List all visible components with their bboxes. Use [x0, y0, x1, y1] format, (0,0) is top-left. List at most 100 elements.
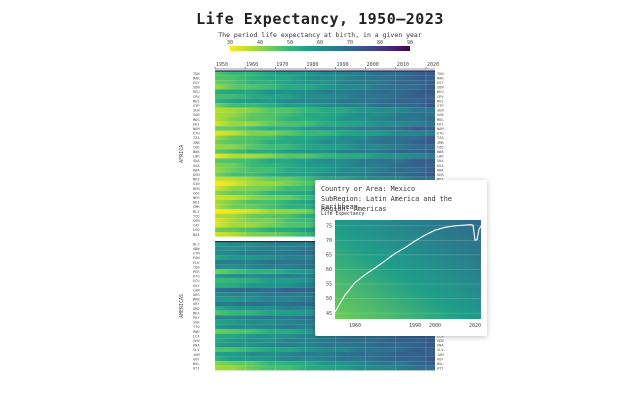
heatmap-row-sen	[215, 107, 435, 113]
row-label-left: SUR	[193, 321, 200, 325]
row-label-left: ABW	[193, 247, 200, 251]
chart-title: Life Expectancy, 1950–2023	[196, 10, 444, 28]
heatmap-row-bwa	[215, 149, 435, 154]
row-label-left: CAN	[193, 288, 200, 292]
row-label-right: REU	[437, 90, 444, 94]
row-label-right: COD	[437, 145, 444, 149]
heatmap-row-jam	[215, 352, 435, 357]
tooltip-region: Region: Americas	[321, 205, 387, 213]
inset-y-tick-50: 50	[326, 296, 332, 302]
row-label-right: TZA	[437, 136, 444, 140]
row-label-left: NAM	[193, 127, 200, 131]
inset-x-tick-1990: 1990	[409, 323, 421, 329]
region-label-americas: AMERICAS	[179, 294, 185, 318]
row-label-left: KEN	[193, 173, 200, 177]
row-label-right: VEN	[437, 339, 444, 343]
row-label-left: MLI	[193, 210, 200, 214]
heatmap-row-lbr	[215, 153, 435, 159]
row-label-right: ETH	[437, 132, 444, 136]
row-label-right: STP	[437, 104, 444, 108]
heatmap-row-uga	[215, 163, 435, 168]
row-label-left: ETH	[193, 132, 200, 136]
tooltip-subregion: SubRegion: Latin America and the Caribbe…	[321, 195, 452, 211]
heatmap-row-tza	[215, 135, 435, 140]
row-label-right: BWA	[437, 150, 444, 154]
legend-tick-40: 40	[257, 40, 263, 46]
row-label-left: LSO	[193, 228, 200, 232]
row-label-left: TUN	[193, 72, 200, 76]
row-label-left: URY	[193, 302, 200, 306]
inset-y-tick-60: 60	[326, 267, 332, 273]
row-label-right: MOZ	[437, 178, 444, 182]
row-label-left: NGA	[193, 233, 200, 237]
heatmap-row-eri	[215, 121, 435, 127]
region-label-africa: AFRICA	[179, 145, 185, 163]
row-label-left: MAR	[193, 76, 200, 80]
row-label-right: MDG	[437, 118, 444, 122]
chart-subtitle: The period life expectancy at birth, in …	[218, 31, 422, 39]
row-label-right: CPV	[437, 95, 444, 99]
row-label-left: CPV	[193, 95, 200, 99]
x-tick-1970: 1970	[276, 62, 288, 68]
row-label-right: GHA	[437, 159, 444, 163]
legend-tick-60: 60	[317, 40, 323, 46]
row-label-right: SLV	[437, 348, 444, 352]
row-label-left: COG	[193, 191, 200, 195]
inset-life-expectancy-line	[334, 224, 482, 313]
row-label-right: GAB	[437, 113, 444, 117]
row-label-left: BRB	[193, 298, 200, 302]
heatmap-row-egy	[215, 80, 435, 85]
legend-tick-50: 50	[287, 40, 293, 46]
inset-y-tick-70: 70	[326, 238, 332, 244]
heatmap-row-tun	[215, 71, 435, 76]
row-label-right: LBR	[437, 155, 444, 159]
x-tick-2020: 2020	[427, 62, 439, 68]
tooltip-card: Country or Area: Mexico SubRegion: Latin…	[315, 180, 487, 336]
row-label-left: PER	[193, 270, 200, 274]
row-label-left: COD	[193, 145, 200, 149]
row-label-left: BLZ	[193, 242, 200, 246]
heatmap-row-nam	[215, 126, 435, 131]
row-label-right: MUS	[437, 99, 444, 103]
heatmap-row-eth	[215, 130, 435, 136]
row-label-left: VEN	[193, 339, 200, 343]
color-legend-bar	[230, 46, 410, 51]
row-label-left: MEX	[193, 311, 200, 315]
inset-y-tick-45: 45	[326, 311, 332, 317]
row-label-left: MDG	[193, 118, 200, 122]
row-label-left: UGA	[193, 164, 200, 168]
row-label-left: LCA	[193, 334, 200, 338]
row-label-left: MUS	[193, 99, 200, 103]
row-label-left: JAM	[193, 353, 200, 357]
row-label-left: GUF	[193, 357, 200, 361]
heatmap-row-guf	[215, 356, 435, 362]
row-label-left: FLK	[193, 261, 200, 265]
row-label-left: MOZ	[193, 178, 200, 182]
x-tick-1950: 1950	[216, 62, 228, 68]
row-label-left: NER	[193, 196, 200, 200]
heatmap-row-sdn	[215, 84, 435, 90]
inset-x-tick-2020: 2020	[469, 323, 481, 329]
row-label-left: REU	[193, 90, 200, 94]
row-label-left: BWA	[193, 150, 200, 154]
legend-tick-30: 30	[227, 40, 233, 46]
row-label-left: TZA	[193, 136, 200, 140]
row-label-right: EGY	[437, 81, 444, 85]
inset-x-tick-2000: 2000	[429, 323, 441, 329]
row-label-right: SEN	[437, 109, 444, 113]
legend-tick-70: 70	[347, 40, 353, 46]
row-label-left: SOM	[193, 219, 200, 223]
row-label-left: HND	[193, 330, 200, 334]
row-label-right: JAM	[437, 353, 444, 357]
heatmap-row-ven	[215, 338, 435, 343]
row-label-left: SEN	[193, 109, 200, 113]
heatmap-row-kna	[215, 342, 435, 348]
row-label-right: KNA	[437, 344, 444, 348]
heatmap-row-mus	[215, 98, 435, 104]
row-label-left: ARG	[193, 293, 200, 297]
x-tick-1990: 1990	[337, 62, 349, 68]
row-label-right: NAM	[437, 127, 444, 131]
row-label-left: PAN	[193, 256, 200, 260]
heatmap-row-stp	[215, 103, 435, 108]
row-label-right: ZMB	[437, 141, 444, 145]
